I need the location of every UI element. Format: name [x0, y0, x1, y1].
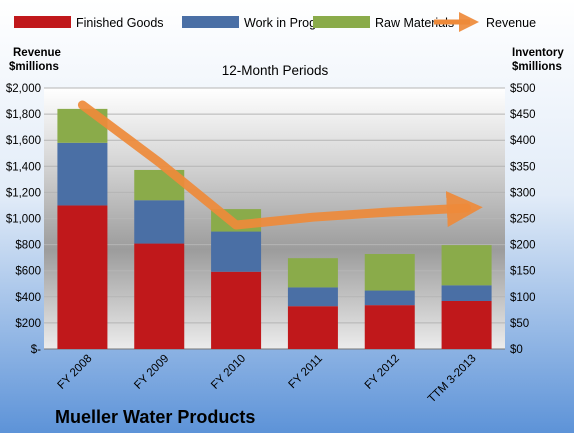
left-tick-label: $1,800	[6, 109, 41, 121]
legend-label-revenue: Revenue	[486, 16, 536, 30]
left-tick-label: $800	[15, 240, 41, 252]
bar-finished-goods	[211, 271, 262, 349]
grid-lines	[44, 87, 505, 350]
left-tick-label: $1,400	[6, 161, 41, 173]
bar-raw-materials	[441, 245, 492, 286]
left-tick-label: $400	[15, 292, 41, 304]
chart-subtitle: 12-Month Periods	[222, 63, 329, 78]
bar-work-in-progress	[211, 231, 262, 272]
legend-swatch-finished-goods	[14, 16, 71, 28]
legend-swatch-work-in-progress	[182, 16, 239, 28]
company-name: Mueller Water Products	[55, 407, 255, 427]
left-tick-label: $-	[31, 344, 41, 356]
bar-work-in-progress	[364, 290, 415, 306]
bar-raw-materials	[287, 258, 338, 288]
legend-label-finished-goods: Finished Goods	[76, 16, 164, 30]
right-tick-label: $150	[510, 266, 536, 278]
bar-finished-goods	[364, 305, 415, 349]
right-tick-label: $50	[510, 318, 529, 330]
left-tick-label: $600	[15, 266, 41, 278]
right-tick-label: $200	[510, 240, 536, 252]
right-tick-label: $0	[510, 344, 523, 356]
left-axis-title-line2: $millions	[9, 61, 59, 73]
bar-finished-goods	[441, 300, 492, 349]
right-tick-label: $100	[510, 292, 536, 304]
right-axis-title-line2: $millions	[512, 61, 562, 73]
bar-work-in-progress	[134, 200, 185, 244]
legend-swatch-raw-materials	[313, 16, 370, 28]
left-axis-title-line1: Revenue	[13, 47, 61, 59]
bar-raw-materials	[364, 253, 415, 291]
left-tick-label: $1,600	[6, 135, 41, 147]
right-tick-label: $250	[510, 214, 536, 226]
revenue-line	[77, 100, 483, 230]
right-axis-title-line1: Inventory	[512, 47, 564, 59]
left-tick-label: $1,200	[6, 187, 41, 199]
bar-finished-goods	[57, 205, 108, 349]
right-tick-label: $350	[510, 161, 536, 173]
bar-finished-goods	[134, 243, 185, 349]
bar-work-in-progress	[57, 142, 108, 206]
right-tick-label: $400	[510, 135, 536, 147]
bar-work-in-progress	[287, 287, 338, 307]
right-tick-label: $500	[510, 83, 536, 95]
bars	[57, 108, 492, 349]
left-tick-label: $2,000	[6, 83, 41, 95]
revenue-line-layer	[77, 100, 483, 230]
bar-finished-goods	[287, 306, 338, 349]
left-tick-label: $200	[15, 318, 41, 330]
right-tick-label: $450	[510, 109, 536, 121]
legend: Finished Goods Work in Progress Raw Mate…	[14, 12, 536, 32]
left-tick-label: $1,000	[6, 214, 41, 226]
right-tick-label: $300	[510, 187, 536, 199]
bar-work-in-progress	[441, 285, 492, 301]
